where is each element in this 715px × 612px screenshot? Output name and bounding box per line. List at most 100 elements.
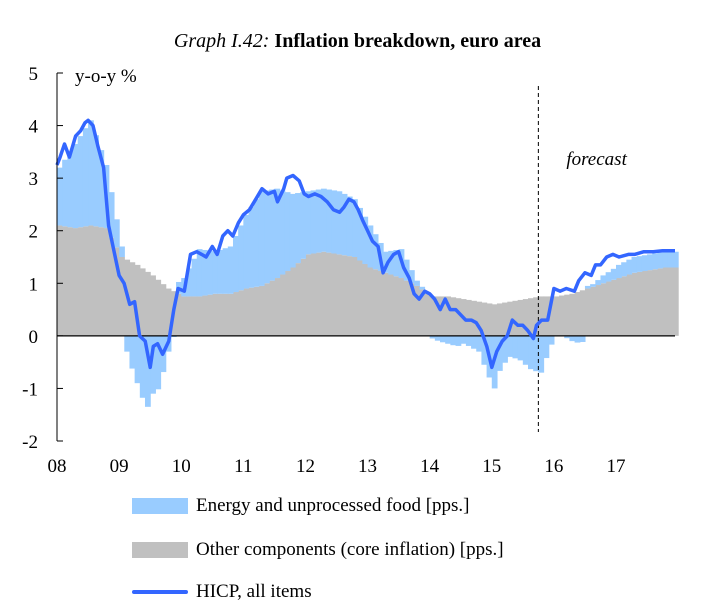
energy-bar	[631, 257, 638, 273]
energy-bar	[362, 216, 369, 265]
y-axis: 5 4 3 2 1 0 -1 -2	[22, 64, 63, 453]
core-bar	[82, 226, 89, 336]
energy-bar	[253, 199, 260, 287]
core-bar	[315, 252, 322, 336]
core-bar	[217, 293, 224, 336]
energy-bar	[574, 335, 581, 343]
energy-bar	[440, 335, 446, 343]
core-bar	[367, 267, 374, 336]
y-axis-label: y-o-y %	[75, 66, 137, 87]
core-bar	[615, 278, 622, 336]
core-bar	[559, 295, 565, 336]
core-bar	[652, 269, 659, 336]
x-tick-label: 17	[606, 456, 625, 477]
energy-bar	[82, 128, 89, 227]
energy-bar	[419, 286, 426, 290]
energy-bar	[522, 335, 529, 365]
core-bar	[393, 276, 400, 336]
energy-bar	[67, 151, 74, 228]
core-bar	[227, 293, 234, 336]
energy-bar	[289, 193, 296, 268]
core-bars	[57, 225, 679, 336]
core-bar	[57, 225, 63, 336]
core-bar	[108, 237, 115, 336]
energy-bar	[124, 335, 131, 352]
core-bar	[471, 300, 477, 336]
core-bar	[450, 297, 457, 336]
core-bar	[419, 289, 426, 336]
core-bar	[201, 295, 208, 336]
energy-bar	[113, 219, 120, 248]
legend-label-energy: Energy and unprocessed food [pps.]	[196, 495, 470, 516]
core-bar	[98, 227, 105, 336]
y-tick-label: -1	[22, 379, 38, 400]
energy-bar	[564, 335, 571, 339]
core-bar	[533, 297, 539, 336]
energy-bar	[341, 193, 348, 256]
energy-bar	[279, 190, 286, 275]
energy-bar	[352, 199, 358, 257]
core-bar	[548, 296, 555, 336]
energy-bar	[579, 335, 586, 342]
core-bar	[207, 294, 213, 336]
energy-bar	[548, 335, 555, 345]
core-bar	[243, 288, 250, 336]
core-bar	[181, 296, 187, 336]
energy-bar	[455, 335, 462, 346]
core-bar	[440, 296, 446, 336]
energy-bar	[139, 335, 146, 398]
energy-bar	[615, 264, 622, 279]
energy-bar	[667, 251, 674, 268]
energy-bar	[134, 335, 141, 384]
energy-bar	[445, 335, 451, 344]
energy-bar	[315, 189, 322, 253]
legend-item-hicp: HICP, all items	[132, 577, 312, 607]
energy-bar	[621, 262, 627, 277]
energy-bar	[336, 191, 343, 255]
core-bar	[465, 299, 472, 336]
core-bar	[222, 293, 229, 336]
energy-bar	[269, 189, 275, 281]
core-bar	[584, 288, 591, 336]
core-bar	[486, 303, 493, 336]
core-bar	[522, 299, 529, 336]
energy-bar	[476, 335, 483, 352]
energy-bar	[196, 249, 203, 297]
core-bar	[610, 279, 617, 336]
core-bar	[341, 255, 348, 336]
legend-label-core: Other components (core inflation) [pps.]	[196, 539, 504, 560]
energy-bar	[300, 192, 307, 259]
energy-bar	[460, 335, 467, 344]
energy-bar	[207, 250, 213, 295]
energy-bar	[326, 189, 332, 253]
core-bar	[238, 290, 244, 336]
core-bar	[72, 228, 79, 336]
energy-bar	[517, 335, 524, 361]
core-bar	[196, 296, 203, 336]
core-bar	[512, 300, 519, 336]
x-tick-label: 11	[234, 456, 252, 477]
core-bar	[113, 247, 120, 336]
core-bar	[62, 226, 68, 336]
core-bar	[647, 270, 653, 336]
core-bar	[357, 260, 363, 336]
energy-bar	[72, 143, 79, 229]
energy-bar	[496, 335, 503, 371]
core-bar	[600, 283, 607, 336]
core-bar	[414, 285, 420, 336]
energy-bar	[186, 268, 193, 297]
legend-item-energy: Energy and unprocessed food [pps.]	[132, 491, 470, 521]
core-bar	[445, 296, 451, 336]
x-tick-label: 15	[482, 456, 501, 477]
y-tick-label: 5	[29, 64, 39, 85]
chart-title-main: Inflation breakdown, euro area	[274, 30, 542, 52]
core-bar	[248, 287, 255, 336]
energy-bar	[62, 159, 68, 227]
core-bar	[528, 298, 534, 336]
core-bar	[377, 271, 384, 336]
energy-bar	[465, 335, 472, 346]
core-bar	[258, 285, 265, 336]
energy-bar	[383, 251, 389, 273]
energy-bar	[201, 249, 208, 296]
core-bar	[496, 303, 503, 336]
